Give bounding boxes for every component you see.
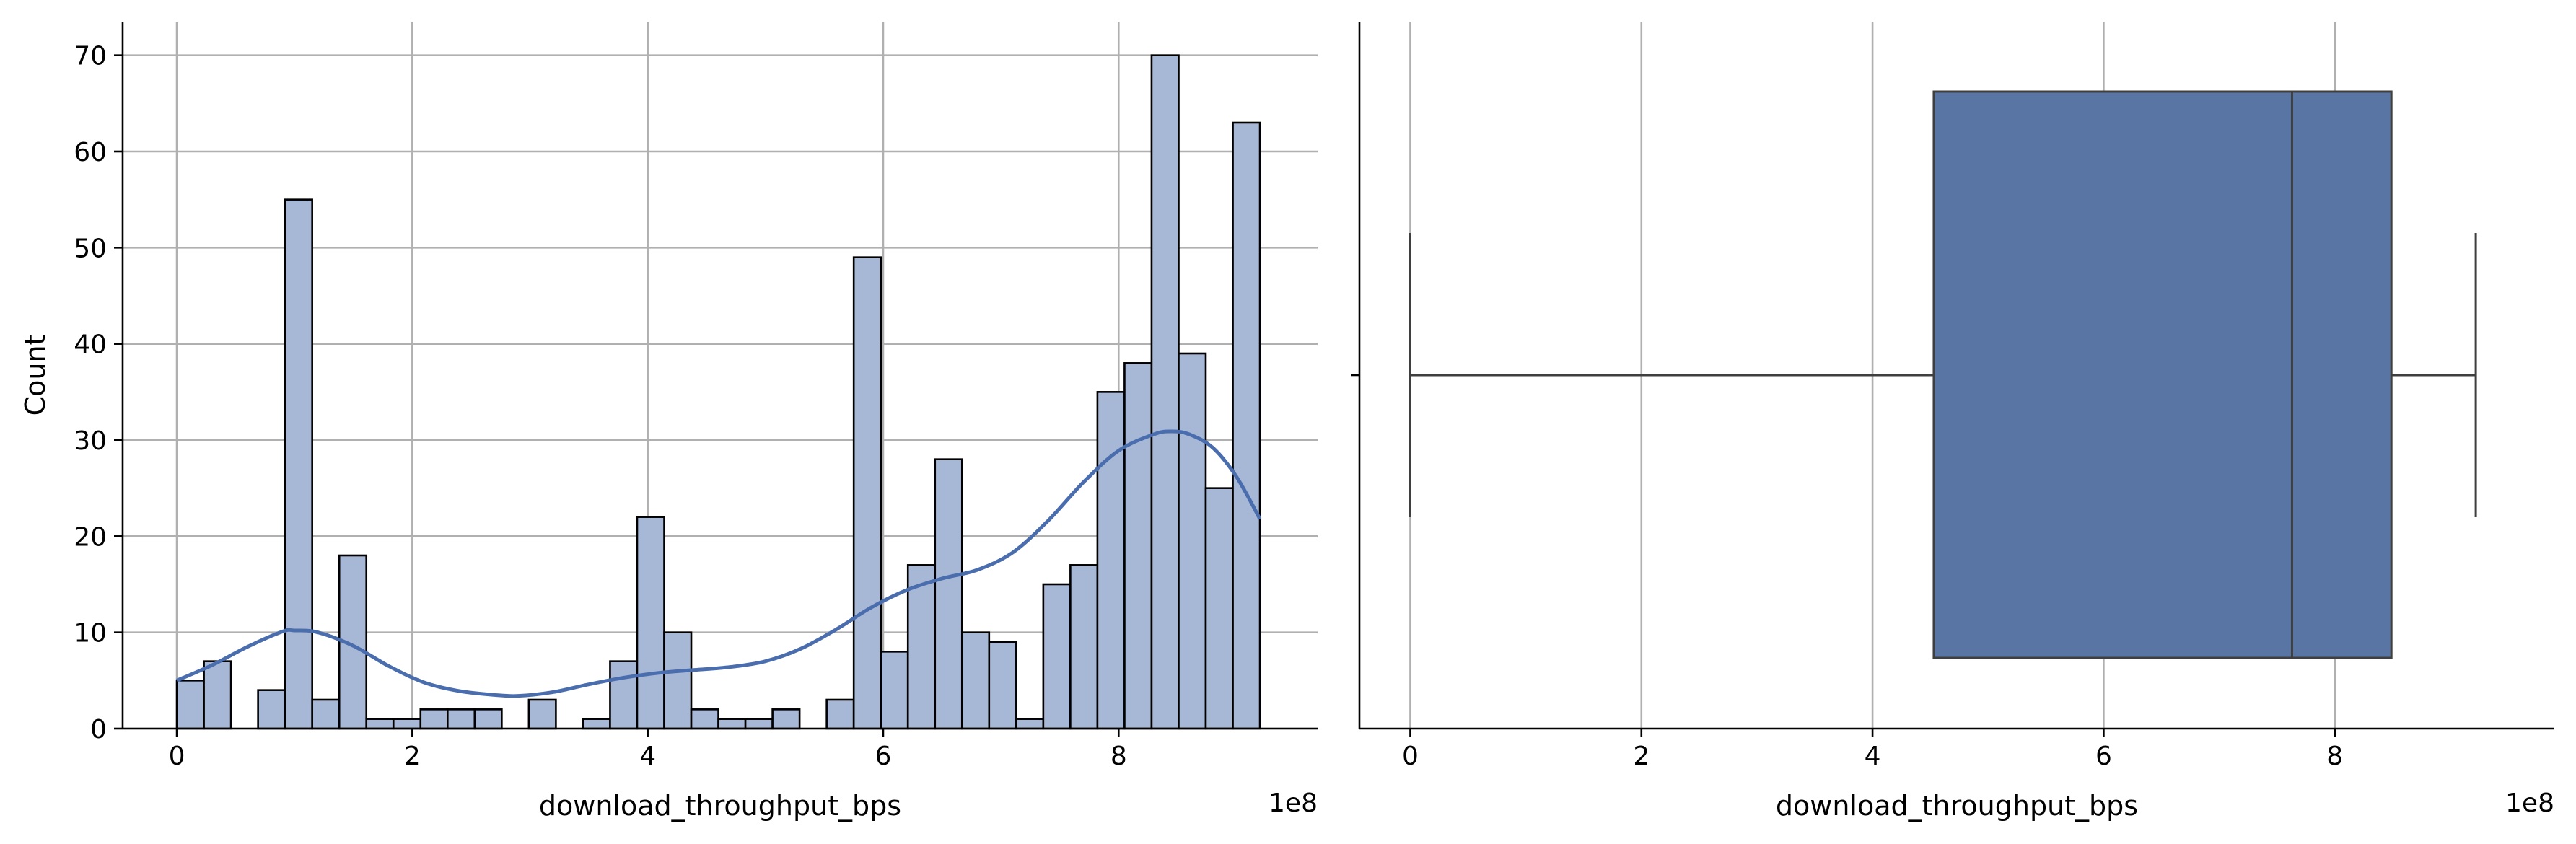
boxplot-x-tick-label: 2 — [1633, 742, 1650, 771]
histogram-panel: 0 2 4 6 8 0 10 20 30 40 50 60 70 download_throughput… — [19, 22, 1318, 822]
histogram-bar — [473, 708, 503, 730]
histogram-bar — [1178, 352, 1207, 730]
histogram-y-tick-label: 20 — [74, 522, 107, 552]
histogram-x-tick-label: 2 — [404, 742, 421, 771]
histogram-x-tick-label: 4 — [639, 742, 656, 771]
boxplot-x-tick-label: 4 — [1865, 742, 1881, 771]
histogram-bar — [636, 516, 665, 730]
histogram-ticks: 0 2 4 6 8 0 10 20 30 40 50 60 70 — [74, 42, 1127, 771]
histogram-bar — [1123, 362, 1153, 730]
boxplot-x-tick-label: 0 — [1402, 742, 1419, 771]
histogram-bars — [175, 54, 1261, 730]
histogram-bar — [311, 698, 341, 730]
histogram-bar — [175, 680, 205, 730]
histogram-bar — [690, 708, 719, 730]
histogram-y-tick-label: 30 — [74, 426, 107, 456]
histogram-bar — [203, 660, 232, 730]
histogram-y-tick-label: 0 — [90, 715, 107, 744]
histogram-bar — [880, 651, 909, 730]
histogram-bar — [527, 698, 557, 730]
boxplot-ticks: 0 2 4 6 8 — [1402, 729, 2343, 771]
histogram-bar — [257, 689, 286, 730]
histogram-bar — [1069, 564, 1099, 730]
histogram-bar — [392, 718, 422, 730]
boxplot-x-axis-label: download_throughput_bps — [1776, 790, 2138, 822]
histogram-y-tick-label: 60 — [74, 138, 107, 167]
histogram-bar — [744, 718, 774, 730]
histogram-bar — [663, 631, 693, 730]
histogram-bar — [988, 641, 1017, 730]
histogram-bar — [1150, 54, 1180, 730]
histogram-x-offset-label: 1e8 — [1269, 788, 1318, 818]
interquartile-box — [1932, 90, 2393, 659]
histogram-x-tick-label: 0 — [169, 742, 185, 771]
histogram-x-tick-label: 8 — [1110, 742, 1127, 771]
histogram-bar — [1096, 391, 1126, 730]
histogram-bar — [582, 718, 611, 730]
histogram-bar — [1204, 487, 1234, 730]
boxplot-x-offset-label: 1e8 — [2505, 788, 2554, 818]
boxplot-x-tick-label: 6 — [2095, 742, 2112, 771]
histogram-bar — [365, 718, 395, 730]
boxplot-panel: 0 2 4 6 8 download_throughput_bps 1e8 — [1351, 22, 2554, 822]
histogram-bar — [1232, 121, 1261, 730]
histogram-bar — [960, 631, 991, 730]
histogram-y-tick-label: 50 — [74, 234, 107, 263]
histogram-bar — [771, 708, 801, 730]
kde-curve — [176, 429, 1262, 698]
histogram-bar — [717, 718, 747, 730]
histogram-bar — [284, 198, 313, 730]
histogram-x-axis-label: download_throughput_bps — [539, 790, 901, 822]
histogram-bar — [1015, 718, 1045, 730]
histogram-y-tick-label: 40 — [74, 330, 107, 360]
histogram-y-tick-label: 70 — [74, 42, 107, 71]
boxplot-x-tick-label: 8 — [2326, 742, 2343, 771]
histogram-bar — [1042, 583, 1072, 730]
histogram-y-axis-label: Count — [19, 335, 51, 416]
histogram-bar — [419, 708, 449, 730]
boxplot-marks — [1409, 90, 2477, 659]
histogram-bar — [852, 256, 882, 730]
histogram-bar — [447, 708, 476, 730]
histogram-bar — [825, 698, 855, 730]
histogram-y-tick-label: 10 — [74, 619, 107, 649]
histogram-bar — [609, 660, 639, 730]
histogram-bar — [934, 458, 963, 730]
histogram-x-tick-label: 6 — [875, 742, 892, 771]
